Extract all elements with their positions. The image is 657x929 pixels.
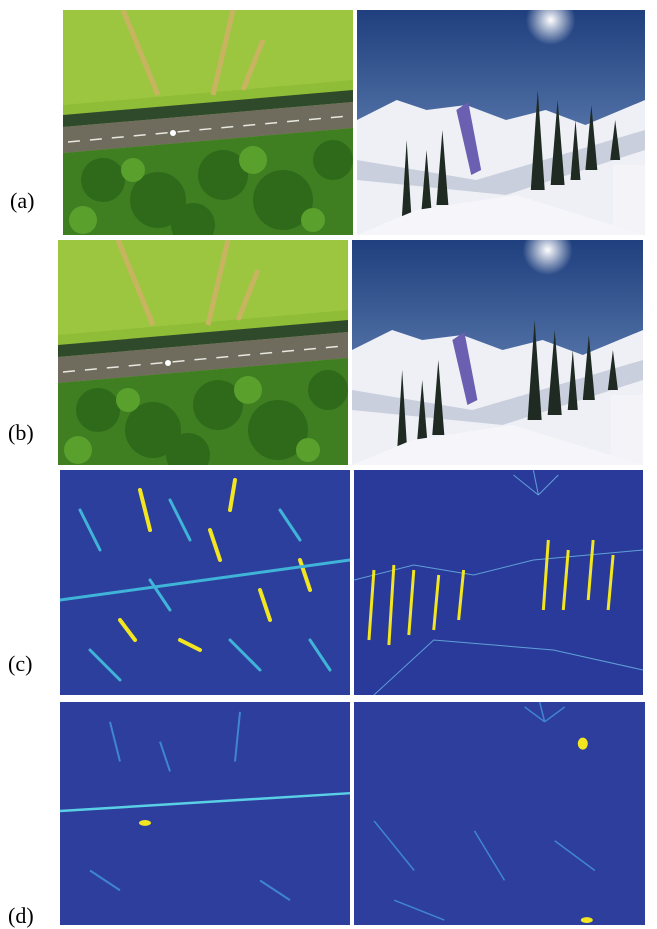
heatmap [60, 470, 350, 695]
panel-label: (b) [8, 420, 34, 445]
panel-label: (a) [10, 188, 34, 213]
figure: (a) (b) (c) (d) [0, 0, 657, 929]
image [63, 10, 353, 247]
image [357, 0, 645, 235]
image [352, 225, 643, 465]
page: (a) (b) (c) (d) (() => { const data = JS… [0, 0, 657, 929]
image [58, 240, 348, 477]
heatmap [354, 702, 645, 925]
panel-label: (d) [8, 903, 34, 928]
heatmap [354, 470, 643, 695]
heatmap [60, 702, 350, 925]
panel-label: (c) [8, 651, 32, 676]
